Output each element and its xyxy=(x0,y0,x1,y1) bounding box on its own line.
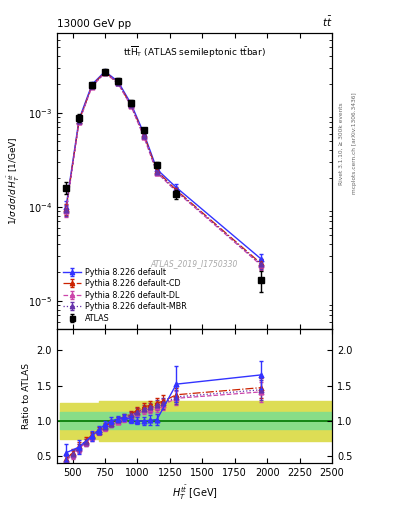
Y-axis label: Ratio to ATLAS: Ratio to ATLAS xyxy=(22,363,31,429)
Text: mcplots.cern.ch [arXiv:1306.3436]: mcplots.cern.ch [arXiv:1306.3436] xyxy=(352,93,357,194)
Text: Rivet 3.1.10, ≥ 300k events: Rivet 3.1.10, ≥ 300k events xyxy=(339,102,344,185)
Text: ATLAS_2019_I1750330: ATLAS_2019_I1750330 xyxy=(151,260,238,268)
Text: 13000 GeV pp: 13000 GeV pp xyxy=(57,19,131,29)
X-axis label: $H_T^{t\bar{t}}$ [GeV]: $H_T^{t\bar{t}}$ [GeV] xyxy=(172,484,217,502)
Text: tt$\overline{\rm H}$$_{\rm T}$ (ATLAS semileptonic t$\bar{\rm t}$bar): tt$\overline{\rm H}$$_{\rm T}$ (ATLAS se… xyxy=(123,45,266,60)
Legend: Pythia 8.226 default, Pythia 8.226 default-CD, Pythia 8.226 default-DL, Pythia 8: Pythia 8.226 default, Pythia 8.226 defau… xyxy=(61,265,189,325)
Y-axis label: $1/\sigma\,d\sigma/d\,H_T^{t\bar{t}}$ [1/GeV]: $1/\sigma\,d\sigma/d\,H_T^{t\bar{t}}$ [1… xyxy=(6,137,22,225)
Text: $t\bar{t}$: $t\bar{t}$ xyxy=(321,15,332,29)
